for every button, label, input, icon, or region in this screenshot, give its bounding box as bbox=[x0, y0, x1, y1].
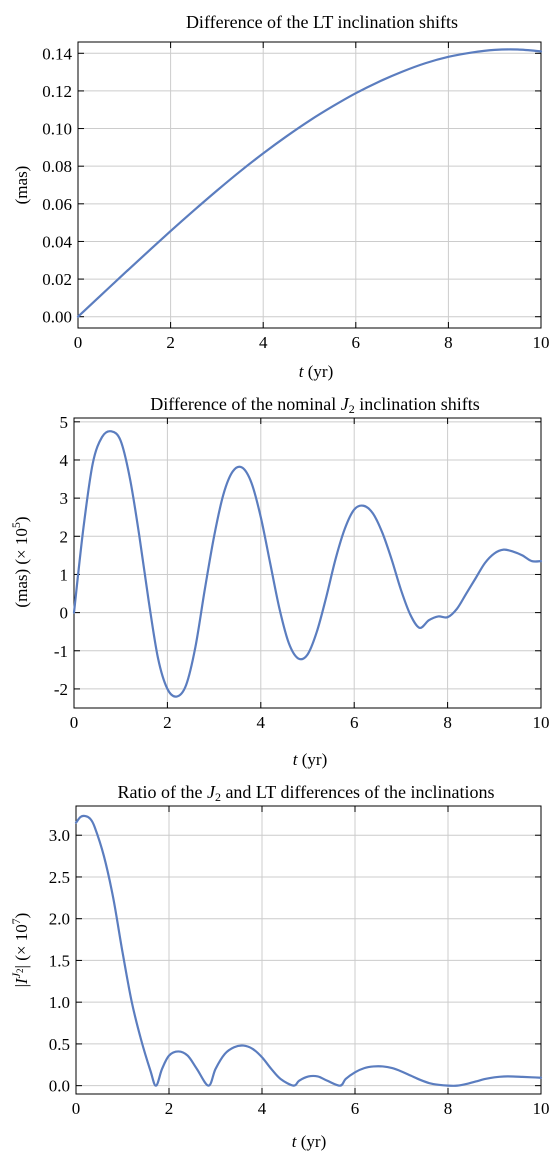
x-axis-label-unit: (yr) bbox=[298, 750, 328, 769]
grid bbox=[77, 42, 542, 328]
y-tick-label: 0.14 bbox=[42, 44, 72, 63]
x-tick-label: 6 bbox=[350, 713, 359, 732]
ticks: 0 2 4 6 8 10 0.00 0.02 0.04 0.06 0.08 0.10 0.12 0.14 bbox=[42, 42, 550, 352]
x-tick-label: 0 bbox=[72, 1099, 81, 1118]
y-tick-label: 3.0 bbox=[49, 826, 70, 845]
x-tick-label: 10 bbox=[533, 1099, 550, 1118]
y-tick-label: 5 bbox=[60, 413, 69, 432]
y-tick-label: 2.5 bbox=[49, 868, 70, 887]
x-tick-label: 6 bbox=[352, 333, 361, 352]
x-tick-label: 8 bbox=[444, 333, 453, 352]
chart-title: Difference of the nominal J2 inclination… bbox=[150, 394, 480, 416]
y-axis-label-sup-var: J bbox=[9, 972, 23, 978]
y-tick-label: 0.5 bbox=[49, 1035, 70, 1054]
series bbox=[72, 430, 543, 698]
y-tick-label: 0 bbox=[60, 604, 69, 623]
series-line bbox=[74, 814, 543, 1087]
x-tick-label: 2 bbox=[165, 1099, 174, 1118]
x-tick-label: 0 bbox=[70, 713, 79, 732]
x-tick-label: 4 bbox=[258, 1099, 267, 1118]
lt-inclination-panel: Difference of the LT inclination shifts … bbox=[12, 12, 550, 381]
plot-frame bbox=[77, 41, 542, 329]
x-tick-label: 4 bbox=[259, 333, 268, 352]
chart-title-sub: 2 bbox=[215, 790, 221, 804]
y-axis-label: (mas) (× 105) bbox=[9, 516, 31, 607]
y-tick-label: -1 bbox=[54, 642, 68, 661]
x-tick-label: 8 bbox=[444, 1099, 453, 1118]
chart-title: Difference of the LT inclination shifts bbox=[186, 12, 458, 32]
x-axis-label-var: t bbox=[299, 362, 305, 381]
y-tick-label: 0.06 bbox=[42, 195, 72, 214]
x-tick-label: 10 bbox=[533, 333, 550, 352]
y-axis-label-bar-right: | bbox=[12, 965, 31, 968]
grid bbox=[75, 806, 542, 1094]
y-axis-label: (mas) bbox=[12, 166, 31, 205]
j2-inclination-panel: Difference of the nominal J2 inclination… bbox=[9, 394, 550, 769]
chart-title-sub: 2 bbox=[349, 402, 355, 416]
x-tick-label: 8 bbox=[443, 713, 452, 732]
y-tick-label: 3 bbox=[60, 489, 69, 508]
chart-title-post: and LT differences of the inclinations bbox=[221, 782, 495, 802]
y-axis-label-pre: (mas) (× 10 bbox=[12, 528, 31, 607]
y-tick-label: 2.0 bbox=[49, 910, 70, 929]
chart-title-var: J bbox=[207, 782, 216, 802]
y-axis-label-post: ) bbox=[12, 516, 31, 522]
y-tick-label: 0.12 bbox=[42, 82, 72, 101]
y-tick-label: 0.0 bbox=[49, 1077, 70, 1096]
x-tick-label: 6 bbox=[351, 1099, 360, 1118]
plot-frame bbox=[75, 805, 542, 1095]
y-tick-label: 1 bbox=[60, 565, 69, 584]
y-axis-label-sup-sub: 2 bbox=[15, 968, 25, 973]
x-axis-label: t (yr) bbox=[293, 750, 327, 769]
x-tick-label: 10 bbox=[533, 713, 550, 732]
y-tick-label: 0.10 bbox=[42, 120, 72, 139]
y-axis-label-script: I bbox=[12, 977, 31, 985]
x-tick-label: 4 bbox=[257, 713, 266, 732]
x-tick-label: 0 bbox=[74, 333, 83, 352]
y-axis-label-sup: 5 bbox=[9, 522, 23, 528]
y-tick-label: 1.5 bbox=[49, 951, 70, 970]
ticks: 0 2 4 6 8 10 0.0 0.5 1.0 1.5 2.0 2.5 3.0 bbox=[49, 806, 550, 1118]
series bbox=[74, 814, 543, 1087]
x-tick-label: 2 bbox=[166, 333, 175, 352]
ratio-panel: Ratio of the J2 and LT differences of th… bbox=[9, 782, 550, 1151]
x-axis-label-var: t bbox=[293, 750, 299, 769]
grid bbox=[73, 418, 542, 708]
y-axis-label-bar-left: | bbox=[12, 984, 31, 987]
series-line bbox=[72, 430, 543, 698]
y-tick-label: 1.0 bbox=[49, 993, 70, 1012]
x-axis-label-unit: (yr) bbox=[304, 362, 334, 381]
y-tick-label: 0.08 bbox=[42, 157, 72, 176]
plot-frame bbox=[73, 417, 542, 709]
chart-title-pre: Difference of the nominal bbox=[150, 394, 341, 414]
x-axis-label: t (yr) bbox=[292, 1132, 326, 1151]
chart-title: Ratio of the J2 and LT differences of th… bbox=[117, 782, 494, 804]
y-tick-label: 0.02 bbox=[42, 270, 72, 289]
chart-title-var: J bbox=[341, 394, 350, 414]
y-tick-label: 0.00 bbox=[42, 308, 72, 327]
y-axis-label-post: ) bbox=[12, 913, 31, 919]
ticks: 0 2 4 6 8 10 -2 -1 0 1 2 3 4 5 bbox=[54, 413, 550, 732]
x-axis-label: t (yr) bbox=[299, 362, 333, 381]
x-axis-label-unit: (yr) bbox=[297, 1132, 327, 1151]
x-tick-label: 2 bbox=[163, 713, 172, 732]
chart-title-post: inclination shifts bbox=[355, 394, 480, 414]
y-tick-label: 0.04 bbox=[42, 232, 72, 251]
y-tick-label: -2 bbox=[54, 680, 68, 699]
y-axis-label-sup: 7 bbox=[9, 918, 23, 924]
y-axis-label-pre: (× 10 bbox=[12, 924, 31, 965]
y-tick-label: 2 bbox=[60, 527, 69, 546]
x-axis-label-var: t bbox=[292, 1132, 298, 1151]
series-line bbox=[76, 48, 543, 318]
chart-title-pre: Ratio of the bbox=[117, 782, 206, 802]
y-axis-label: |IJ2| (× 107) bbox=[9, 913, 31, 988]
series bbox=[76, 48, 543, 318]
y-tick-label: 4 bbox=[60, 451, 69, 470]
